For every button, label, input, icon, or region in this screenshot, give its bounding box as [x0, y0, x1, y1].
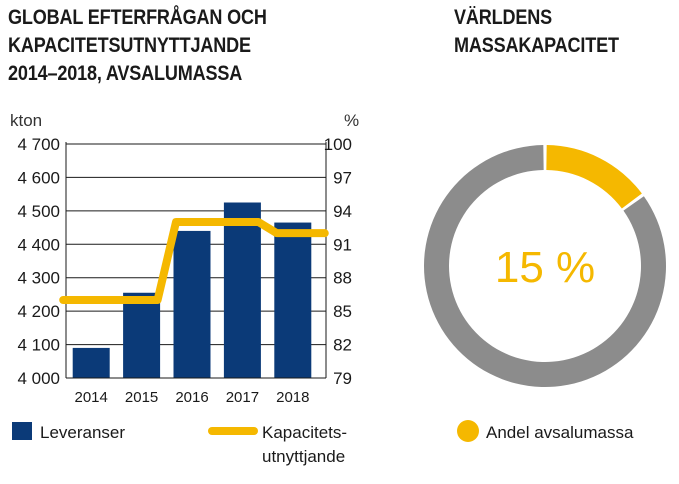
- legend-bar-swatch: [12, 422, 32, 440]
- x-tick-label: 2018: [276, 389, 309, 406]
- x-tick-label: 2015: [125, 389, 158, 406]
- y-tick-left: 4 500: [17, 202, 60, 221]
- chart-title-left-line-3: 2014–2018, AVSALUMASSA: [8, 62, 243, 85]
- x-tick-label: 2014: [75, 389, 108, 406]
- legend-line-label-1: Kapacitets-: [262, 423, 347, 442]
- y-tick-left: 4 000: [17, 369, 60, 388]
- bars: [72, 202, 312, 378]
- donut-center-label: 15 %: [495, 243, 595, 292]
- y-tick-left: 4 700: [17, 135, 60, 154]
- donut-slice-share: [546, 145, 642, 209]
- bar-2016: [173, 230, 211, 378]
- bar-2018: [274, 222, 312, 378]
- line-point-2018: [292, 232, 294, 234]
- legend-share-label: Andel avsalumassa: [486, 423, 634, 442]
- y-tick-left: 4 200: [17, 302, 60, 321]
- axes: [65, 142, 327, 379]
- x-tick-label: 2017: [226, 389, 259, 406]
- tick-labels: 4 000 4 100 4 200 4 300 4 400 4 500 4 600 4 700…: [10, 111, 359, 406]
- chart-title-left: GLOBAL EFTERFRÅGAN OCH KAPACITETSUTNYTTJ…: [8, 4, 369, 88]
- bar-2017: [223, 202, 261, 378]
- y-tick-right: 85: [333, 302, 352, 321]
- capacity-line-layer: [59, 218, 329, 304]
- legends: Leveranser Kapacitets-utnyttjande Andel av…: [12, 420, 634, 466]
- y-tick-right: 97: [333, 168, 352, 187]
- y-tick-left: 4 100: [17, 336, 60, 355]
- legend-line-label-2: utnyttjande: [262, 447, 345, 466]
- bar-2014: [72, 347, 110, 378]
- bar-2015: [123, 292, 161, 378]
- legend-bar-label: Leveranser: [40, 423, 125, 442]
- x-tick-label: 2016: [175, 389, 208, 406]
- chart-title-left-line-2: KAPACITETSUTNYTTJANDE: [8, 34, 251, 57]
- y-tick-right: 100: [324, 135, 352, 154]
- y-tick-right: 88: [333, 269, 352, 288]
- y-tick-right: 79: [333, 369, 352, 388]
- chart-title-right: VÄRLDENS MASSAKAPACITET: [454, 4, 678, 60]
- chart-title-left-line-1: GLOBAL EFTERFRÅGAN OCH: [8, 6, 267, 29]
- y-tick-right: 82: [333, 336, 352, 355]
- capacity-utilization-line: [59, 218, 329, 304]
- y-axis-label-right: %: [344, 111, 359, 130]
- line-point-2017: [241, 221, 243, 223]
- y-tick-left: 4 300: [17, 269, 60, 288]
- donut-chart: 15 %: [423, 145, 666, 387]
- line-point-2015: [141, 299, 143, 301]
- chart-title-right-line-2: MASSAKAPACITET: [454, 34, 619, 57]
- line-point-2016: [191, 221, 193, 223]
- y-tick-left: 4 400: [17, 235, 60, 254]
- chart-title-right-line-1: VÄRLDENS: [454, 6, 552, 29]
- y-tick-right: 91: [333, 235, 352, 254]
- y-tick-right: 94: [333, 202, 352, 221]
- y-tick-left: 4 600: [17, 168, 60, 187]
- y-axis-label-left: kton: [10, 111, 42, 130]
- legend-share-dot: [457, 420, 479, 442]
- line-point-2014: [90, 299, 92, 301]
